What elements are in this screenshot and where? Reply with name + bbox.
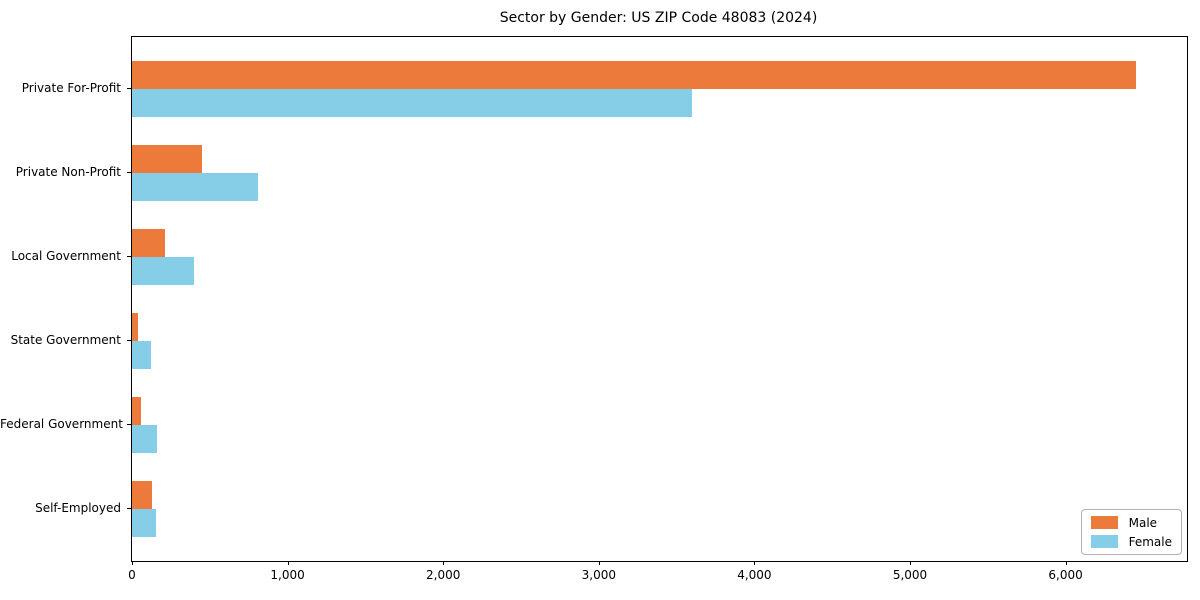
bar-male-0	[132, 61, 1136, 89]
x-tick-label-0: 0	[128, 568, 136, 582]
x-tick-5	[910, 561, 911, 565]
y-tick-1	[127, 172, 131, 173]
y-tick-label-4: Federal Government	[0, 417, 123, 431]
bar-female-5	[132, 509, 157, 537]
x-tick-label-4: 4,000	[737, 568, 772, 582]
bar-female-3	[132, 341, 151, 369]
y-tick-3	[127, 340, 131, 341]
bar-male-4	[132, 397, 141, 425]
x-tick-label-2: 2,000	[426, 568, 461, 582]
bar-male-1	[132, 145, 202, 173]
y-tick-label-3: State Government	[10, 333, 121, 347]
y-tick-4	[127, 424, 131, 425]
chart-title: Sector by Gender: US ZIP Code 48083 (202…	[499, 10, 818, 26]
x-tick-label-6: 6,000	[1048, 568, 1083, 582]
plot-area: Male Female	[131, 36, 1188, 562]
legend-label-female: Female	[1128, 534, 1172, 549]
bar-female-4	[132, 425, 157, 453]
legend-swatch-male	[1090, 516, 1118, 529]
x-tick-4	[754, 561, 756, 565]
y-tick-label-5: Self-Employed	[35, 501, 121, 515]
y-tick-label-2: Local Government	[11, 249, 121, 263]
x-tick-1	[287, 561, 289, 565]
x-tick-label-3: 3,000	[581, 568, 616, 582]
legend: Male Female	[1080, 509, 1182, 555]
bar-male-5	[132, 481, 152, 509]
y-tick-0	[127, 88, 131, 89]
x-tick-label-1: 1,000	[270, 568, 305, 582]
bar-female-1	[132, 173, 258, 201]
legend-item-female: Female	[1090, 534, 1172, 549]
bar-male-3	[132, 313, 139, 341]
x-tick-6	[1065, 561, 1067, 565]
y-tick-label-0: Private For-Profit	[21, 81, 121, 95]
legend-swatch-female	[1090, 535, 1118, 548]
bar-female-2	[132, 257, 195, 285]
x-tick-2	[443, 561, 445, 565]
legend-item-male: Male	[1090, 515, 1172, 530]
y-tick-2	[127, 256, 131, 257]
x-tick-0	[132, 561, 133, 565]
x-tick-3	[598, 561, 600, 565]
y-tick-label-1: Private Non-Profit	[15, 165, 121, 179]
x-tick-label-5: 5,000	[892, 568, 928, 582]
bar-male-2	[132, 229, 165, 257]
legend-label-male: Male	[1128, 515, 1158, 530]
y-tick-5	[127, 508, 131, 509]
bar-female-0	[132, 89, 693, 117]
